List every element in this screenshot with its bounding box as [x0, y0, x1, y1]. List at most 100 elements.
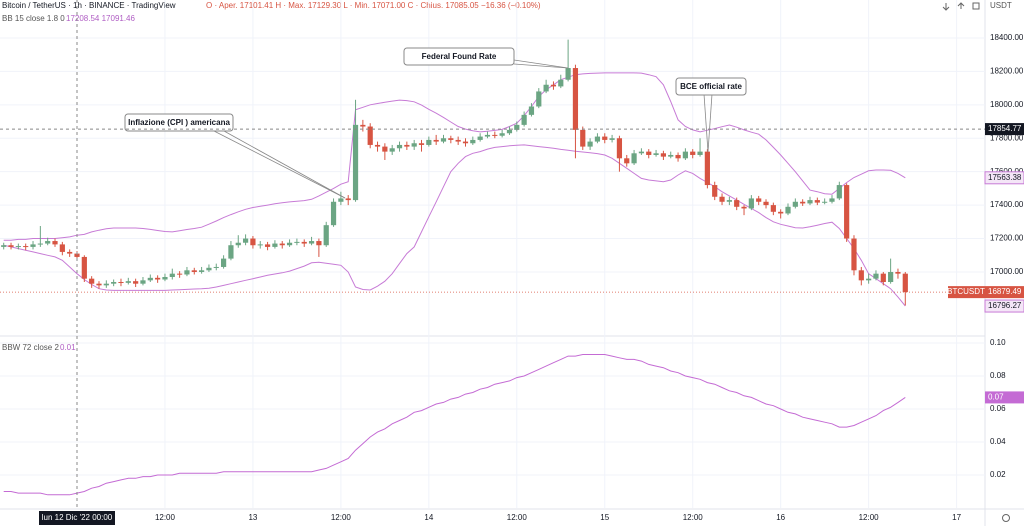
y-tick-label: 0.06 — [990, 404, 1006, 413]
candle-body — [206, 267, 212, 271]
candle-body — [389, 148, 395, 152]
band-value-label: 17563.38 — [988, 173, 1022, 182]
candle-body — [257, 244, 263, 246]
candle-body — [323, 225, 329, 246]
candle-body — [103, 283, 109, 286]
candle-body — [367, 126, 373, 145]
symbol-tag-box — [948, 286, 985, 299]
candle-body — [125, 281, 131, 283]
candle-body — [242, 238, 249, 243]
y-tick-label: 17800.00 — [990, 133, 1024, 142]
candle-body — [543, 84, 549, 92]
candle-body — [690, 151, 696, 155]
band-value-box — [984, 171, 1024, 185]
candle-body — [550, 84, 557, 87]
candle-body — [763, 201, 769, 206]
candle-body — [67, 251, 73, 254]
candle-body — [756, 198, 762, 202]
candle-body — [741, 206, 747, 209]
candle-body — [411, 143, 417, 147]
candle-body — [866, 278, 872, 281]
x-tick-label: 13 — [248, 513, 257, 522]
candle-body — [814, 200, 820, 203]
y-tick-label: 18200.00 — [990, 66, 1024, 75]
candle-body — [624, 158, 630, 164]
candle-body — [15, 246, 21, 248]
y-tick-label: 0.02 — [990, 470, 1006, 479]
settings-icon[interactable] — [1002, 514, 1010, 522]
bbw-value-box — [985, 391, 1024, 404]
candle-body — [30, 244, 36, 247]
candle-body — [235, 242, 241, 246]
candle-body — [162, 276, 168, 280]
candle-body — [184, 270, 190, 275]
candle-body — [352, 124, 359, 201]
candle-body — [89, 278, 95, 284]
candle-body — [653, 153, 659, 155]
candle-body — [455, 139, 461, 142]
callout-line — [707, 93, 713, 153]
symbol-tag: BTCUSDT — [947, 287, 985, 296]
candle-body — [1, 245, 7, 247]
callout-box — [124, 113, 234, 132]
band-value-label: 16796.27 — [988, 301, 1022, 310]
candle-body — [506, 129, 513, 134]
candle-body — [594, 136, 601, 142]
candle-body — [264, 244, 271, 247]
bbw-value-label: 0.07 — [988, 393, 1004, 402]
candle-body — [712, 185, 718, 197]
candle-body — [147, 277, 153, 281]
candle-body — [536, 91, 542, 107]
candle-body — [8, 245, 14, 247]
crosshair-time-label: lun 12 Dic '22 00:00 — [42, 513, 113, 522]
candle-body — [338, 198, 344, 202]
currency-label: USDT — [990, 1, 1012, 10]
candle-body — [213, 266, 219, 268]
bb-values: 17208.54 17091.46 — [66, 14, 136, 23]
candle-body — [668, 154, 674, 157]
candle-body — [631, 153, 637, 164]
candle-body — [829, 198, 835, 202]
candle-body — [404, 144, 410, 147]
callout-text: Federal Found Rate — [422, 52, 497, 61]
y-tick-label: 18000.00 — [990, 100, 1024, 109]
candle-body — [345, 198, 351, 201]
x-tick-label: 17 — [952, 513, 961, 522]
candle-body — [895, 271, 901, 274]
toolbar-icons[interactable] — [942, 2, 980, 11]
callout-box — [403, 47, 515, 66]
x-tick-label: 12:00 — [507, 513, 528, 522]
x-tick-label: 12:00 — [859, 513, 880, 522]
candle-body — [23, 246, 29, 248]
candle-body — [778, 211, 784, 214]
candle-body — [844, 185, 850, 239]
x-tick-label: 14 — [424, 513, 433, 522]
candle-body — [426, 139, 432, 145]
candle-body — [199, 270, 205, 272]
candle-body — [118, 282, 124, 284]
candle-body — [587, 141, 593, 147]
candle-body — [433, 139, 439, 142]
callout-line — [513, 63, 569, 69]
callout-line — [223, 130, 346, 199]
band-value-box — [984, 299, 1024, 313]
candle-body — [602, 136, 608, 140]
candle-body — [286, 242, 293, 246]
bbw-value: 0.01 — [60, 343, 76, 352]
y-tick-label: 17400.00 — [990, 200, 1024, 209]
candle-body — [704, 151, 710, 186]
callout-text: BCE official rate — [680, 82, 742, 91]
candle-body — [96, 283, 102, 286]
ohlc-legend: O · Aper. 17101.41 H · Max. 17129.30 L ·… — [206, 1, 541, 10]
x-tick-label: 12:00 — [683, 513, 704, 522]
candle-body — [851, 238, 857, 271]
candle-body — [462, 141, 469, 144]
candle-body — [133, 281, 139, 284]
candle-body — [250, 238, 256, 246]
candle-body — [880, 273, 886, 283]
candle-body — [294, 241, 300, 243]
candle-body — [155, 277, 161, 280]
candle-body — [660, 153, 666, 157]
